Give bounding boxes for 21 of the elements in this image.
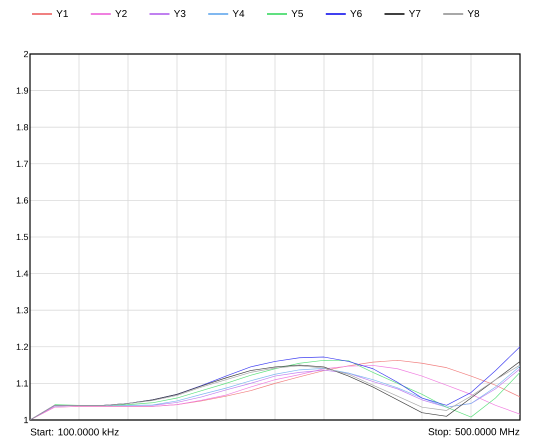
y-tick-label: 1.4 [16,270,28,277]
y-tick-label: 1.8 [16,124,28,130]
text: Start: 100.0000 kHz [30,428,119,436]
legend-label: Y3 [174,10,186,18]
y-tick-label: 1.3 [16,307,28,314]
y-tick-label: 1.5 [16,234,28,240]
legend-label: Y7 [408,10,420,17]
legend-label: Y6 [350,10,362,18]
legend-label: Y8 [468,10,480,18]
y-tick-label: 1.2 [16,344,28,350]
text: Stop: 500.0000 MHz [428,428,520,438]
legend-label: Y4 [232,10,244,17]
legend-label: Y2 [115,10,127,17]
y-tick-label: 1.9 [16,87,28,94]
legend-label: Y5 [291,10,303,18]
y-tick-label: 1.6 [16,197,28,204]
y-tick-label: 2 [24,50,28,58]
y-tick-label: 1.1 [16,380,28,386]
y-tick-label: 1.7 [16,160,28,167]
legend-label: Y1 [56,10,68,17]
y-tick-label: 1 [24,416,28,424]
